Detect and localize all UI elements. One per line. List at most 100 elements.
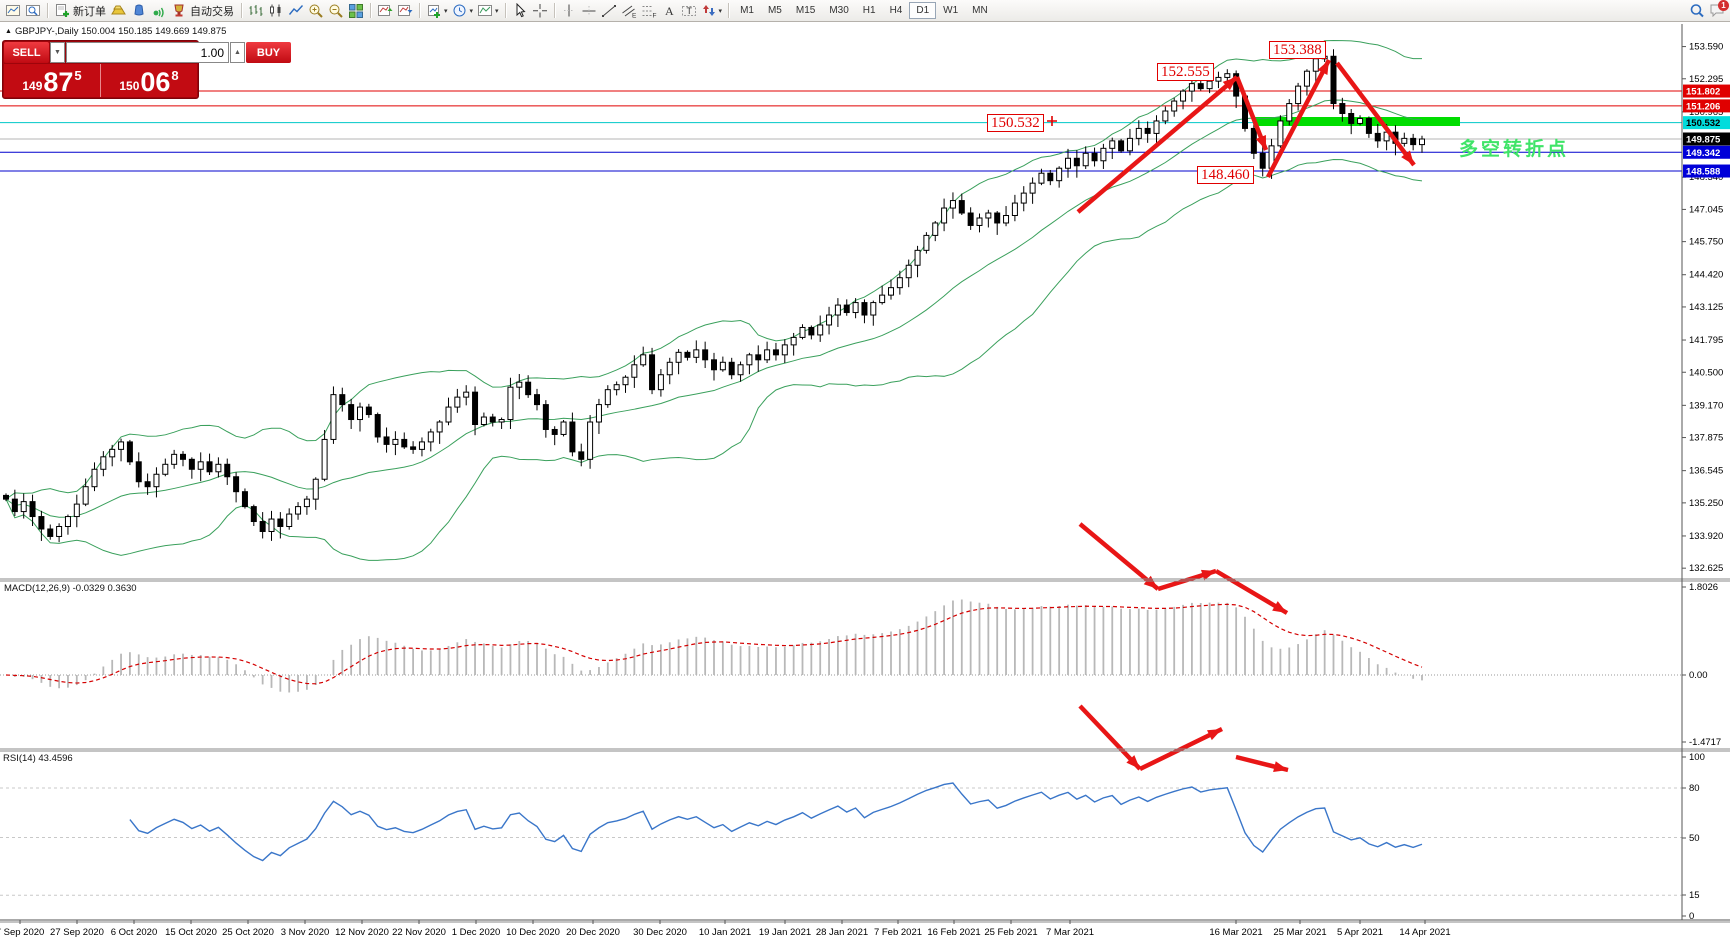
toolbar-separator	[728, 3, 730, 18]
timeframe-group: M1 M5 M15 M30 H1 H4 D1 W1 MN	[733, 2, 995, 19]
sell-price-sup: 5	[74, 68, 82, 83]
price-annotation-label: 153.388	[1269, 41, 1326, 59]
svg-text:7 Mar 2021: 7 Mar 2021	[1046, 927, 1094, 938]
svg-text:28 Jan 2021: 28 Jan 2021	[816, 927, 868, 938]
buy-price[interactable]: 150 06 8	[101, 64, 197, 97]
notification-badge: 1	[1718, 0, 1729, 11]
svg-text:F: F	[652, 13, 656, 19]
svg-text:151.206: 151.206	[1686, 101, 1720, 112]
dropdown-caret[interactable]: ▾	[469, 7, 474, 15]
volume-input[interactable]	[66, 42, 229, 63]
timeframe-button-d1[interactable]: D1	[909, 2, 937, 19]
svg-text:80: 80	[1689, 783, 1700, 794]
channel-icon[interactable]: E	[620, 3, 638, 19]
timeframe-button-mn[interactable]: MN	[972, 5, 988, 16]
volume-increase-stepper[interactable]: ▲	[230, 42, 245, 63]
buy-price-prefix: 150	[119, 79, 140, 93]
bar-chart-icon[interactable]	[247, 3, 265, 19]
price-annotation-label: 150.532	[987, 114, 1044, 132]
svg-text:139.170: 139.170	[1689, 400, 1723, 411]
templates-icon[interactable]	[476, 3, 494, 19]
svg-text:16 Mar 2021: 16 Mar 2021	[1209, 927, 1262, 938]
timeframe-button-m1[interactable]: M1	[740, 5, 754, 16]
turning-point-annotation: 多空转折点	[1459, 139, 1570, 160]
zoom-out-icon[interactable]	[327, 3, 345, 19]
arrows-tool-icon[interactable]	[700, 3, 718, 19]
text-tool-icon[interactable]: A	[660, 3, 678, 19]
crosshair-icon[interactable]	[531, 3, 549, 19]
sell-price-big: 87	[43, 67, 74, 97]
candlestick-chart-icon[interactable]	[267, 3, 285, 19]
periods-clock-icon[interactable]	[451, 3, 469, 19]
rsi-indicator-label: RSI(14) 43.4596	[3, 753, 73, 764]
collapse-arrow-icon[interactable]: ▲	[5, 28, 12, 35]
horizontal-line-icon[interactable]	[580, 3, 598, 19]
gold-icon[interactable]	[110, 3, 128, 19]
svg-text:1.8026: 1.8026	[1689, 582, 1718, 593]
macd-indicator-label: MACD(12,26,9) -0.0329 0.3630	[4, 583, 137, 594]
svg-text:148.340: 148.340	[1689, 172, 1723, 183]
timeframe-button-h4[interactable]: H4	[889, 5, 903, 16]
svg-text:25 Mar 2021: 25 Mar 2021	[1273, 927, 1326, 938]
auto-trading-icon[interactable]	[170, 3, 188, 19]
svg-text:19 Jan 2021: 19 Jan 2021	[759, 927, 811, 938]
line-chart-icon[interactable]	[287, 3, 305, 19]
timeframe-button-m5[interactable]: M5	[767, 5, 782, 16]
svg-text:5 Apr 2021: 5 Apr 2021	[1337, 927, 1383, 938]
dropdown-caret[interactable]: ▾	[718, 7, 723, 15]
vertical-line-icon[interactable]	[560, 3, 578, 19]
svg-text:T: T	[686, 6, 692, 16]
cursor-icon[interactable]	[511, 3, 529, 19]
new-chart-icon[interactable]	[425, 3, 443, 19]
search-icon[interactable]	[1688, 3, 1706, 19]
price-divider	[100, 64, 101, 97]
chart-window-icon[interactable]	[4, 3, 22, 19]
svg-text:1 Dec 2020: 1 Dec 2020	[452, 927, 501, 938]
timeframe-button-h1[interactable]: H1	[862, 5, 876, 16]
auto-trading-label[interactable]: 自动交易	[190, 5, 234, 18]
sell-button[interactable]: SELL	[4, 42, 49, 63]
market-icon[interactable]	[130, 3, 148, 19]
timeframe-button-w1[interactable]: W1	[943, 5, 959, 16]
fibonacci-icon[interactable]: F	[640, 3, 658, 19]
svg-text:10 Jan 2021: 10 Jan 2021	[699, 927, 751, 938]
buy-button[interactable]: BUY	[246, 42, 291, 63]
svg-text:7 Sep 2020: 7 Sep 2020	[0, 927, 44, 938]
dropdown-caret[interactable]: ▾	[495, 7, 499, 15]
volume-decrease-stepper[interactable]: ▼	[50, 42, 65, 63]
chart-search-icon[interactable]	[24, 3, 42, 19]
timeframe-button-m15[interactable]: M15	[795, 5, 816, 16]
svg-text:15: 15	[1689, 890, 1700, 901]
chart-shift-icon[interactable]	[396, 3, 414, 19]
dropdown-caret[interactable]: ▾	[444, 7, 448, 15]
trendline-icon[interactable]	[600, 3, 618, 19]
svg-text:152.295: 152.295	[1689, 74, 1723, 85]
svg-text:100: 100	[1689, 752, 1705, 763]
svg-text:6 Oct 2020: 6 Oct 2020	[111, 927, 157, 938]
svg-text:7 Feb 2021: 7 Feb 2021	[874, 927, 922, 938]
notifications-icon[interactable]: 1	[1707, 0, 1729, 20]
zoom-in-icon[interactable]	[307, 3, 325, 19]
toolbar-separator	[241, 3, 242, 18]
buy-price-sup: 8	[171, 68, 179, 83]
sell-price[interactable]: 149 87 5	[4, 64, 100, 97]
svg-text:143.125: 143.125	[1689, 302, 1723, 313]
svg-text:25 Feb 2021: 25 Feb 2021	[984, 927, 1037, 938]
one-click-trading-panel: SELL ▼ ▲ BUY 149 87 5 150 06 8	[2, 40, 291, 99]
signals-icon[interactable]	[150, 3, 168, 19]
auto-scroll-icon[interactable]	[376, 3, 394, 19]
timeframe-button-m30[interactable]: M30	[829, 5, 849, 16]
svg-text:145.750: 145.750	[1689, 237, 1723, 248]
symbol-header[interactable]: ▲ GBPJPY-,Daily 150.004 150.185 149.669 1…	[5, 26, 226, 37]
toolbar: 新订单 自动交易 ▾ ▾ ▾ E F A T ▾ M1 M5 M15 M30 H1 H4 D…	[0, 0, 1730, 22]
tile-windows-icon[interactable]	[347, 3, 365, 19]
toolbar-separator	[419, 3, 420, 18]
text-label-icon[interactable]: T	[680, 3, 698, 19]
new-order-label[interactable]: 新订单	[73, 5, 106, 18]
new-order-icon[interactable]	[53, 3, 71, 19]
svg-text:E: E	[632, 13, 637, 19]
svg-text:140.500: 140.500	[1689, 367, 1723, 378]
svg-text:137.875: 137.875	[1689, 433, 1723, 444]
svg-text:15 Oct 2020: 15 Oct 2020	[165, 927, 217, 938]
